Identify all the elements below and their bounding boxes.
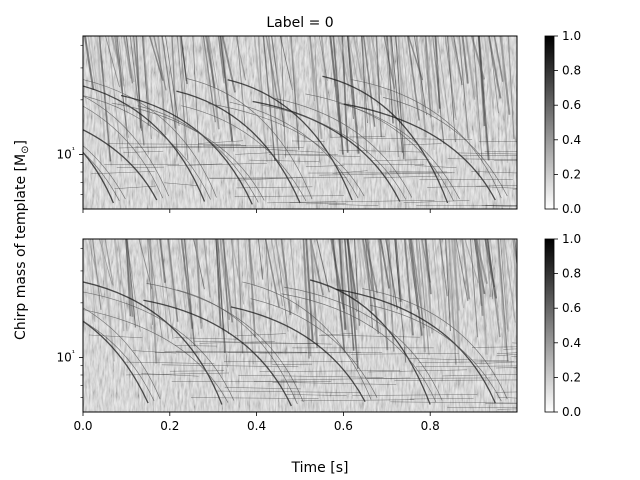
top-colorbar-tick-label: 0.2 bbox=[562, 167, 581, 181]
bottom-x-tick-label: 0.0 bbox=[73, 419, 92, 433]
bottom-colorbar-tick-label: 1.0 bbox=[562, 232, 581, 246]
chart-title: Label = 0 bbox=[266, 15, 333, 31]
bottom-colorbar-tick-label: 0.0 bbox=[562, 405, 581, 419]
top-colorbar-tick-label: 0.6 bbox=[562, 98, 581, 112]
top-colorbar: 0.0 0.2 0.4 0.6 0.8 1.0 bbox=[544, 29, 581, 216]
top-axes-frame bbox=[82, 35, 518, 210]
bottom-x-tick-label: 0.4 bbox=[247, 419, 266, 433]
top-heatmap bbox=[83, 36, 517, 209]
bottom-colorbar-tick-label: 0.2 bbox=[562, 370, 581, 384]
bottom-colorbar-tick-label: 0.8 bbox=[562, 267, 581, 281]
bottom-colorbar-tick-label: 0.4 bbox=[562, 336, 581, 350]
top-colorbar-tick-label: 1.0 bbox=[562, 29, 581, 43]
bottom-axes-frame bbox=[82, 238, 518, 413]
top-colorbar-tick-label: 0.0 bbox=[562, 202, 581, 216]
bottom-heatmap bbox=[83, 239, 517, 412]
x-axis-label: Time [s] bbox=[291, 460, 349, 476]
bottom-x-tick-label: 0.6 bbox=[334, 419, 353, 433]
bottom-colorbar: 0.0 0.2 0.4 0.6 0.8 1.0 bbox=[544, 232, 581, 419]
top-colorbar-tick-label: 0.4 bbox=[562, 133, 581, 147]
bottom-panel: 0.0 0.2 0.4 0.6 0.8 10¹ bbox=[57, 238, 518, 433]
top-panel: 10¹ bbox=[57, 35, 518, 213]
y-axis-label: Chirp mass of template [M⊙] bbox=[13, 140, 31, 340]
top-colorbar-tick-label: 0.8 bbox=[562, 64, 581, 78]
bottom-x-tick-label: 0.2 bbox=[160, 419, 179, 433]
top-y-tick-label: 10¹ bbox=[57, 145, 76, 161]
bottom-y-tick-label: 10¹ bbox=[57, 348, 76, 364]
bottom-x-tick-label: 0.8 bbox=[421, 419, 440, 433]
bottom-colorbar-tick-label: 0.6 bbox=[562, 301, 581, 315]
